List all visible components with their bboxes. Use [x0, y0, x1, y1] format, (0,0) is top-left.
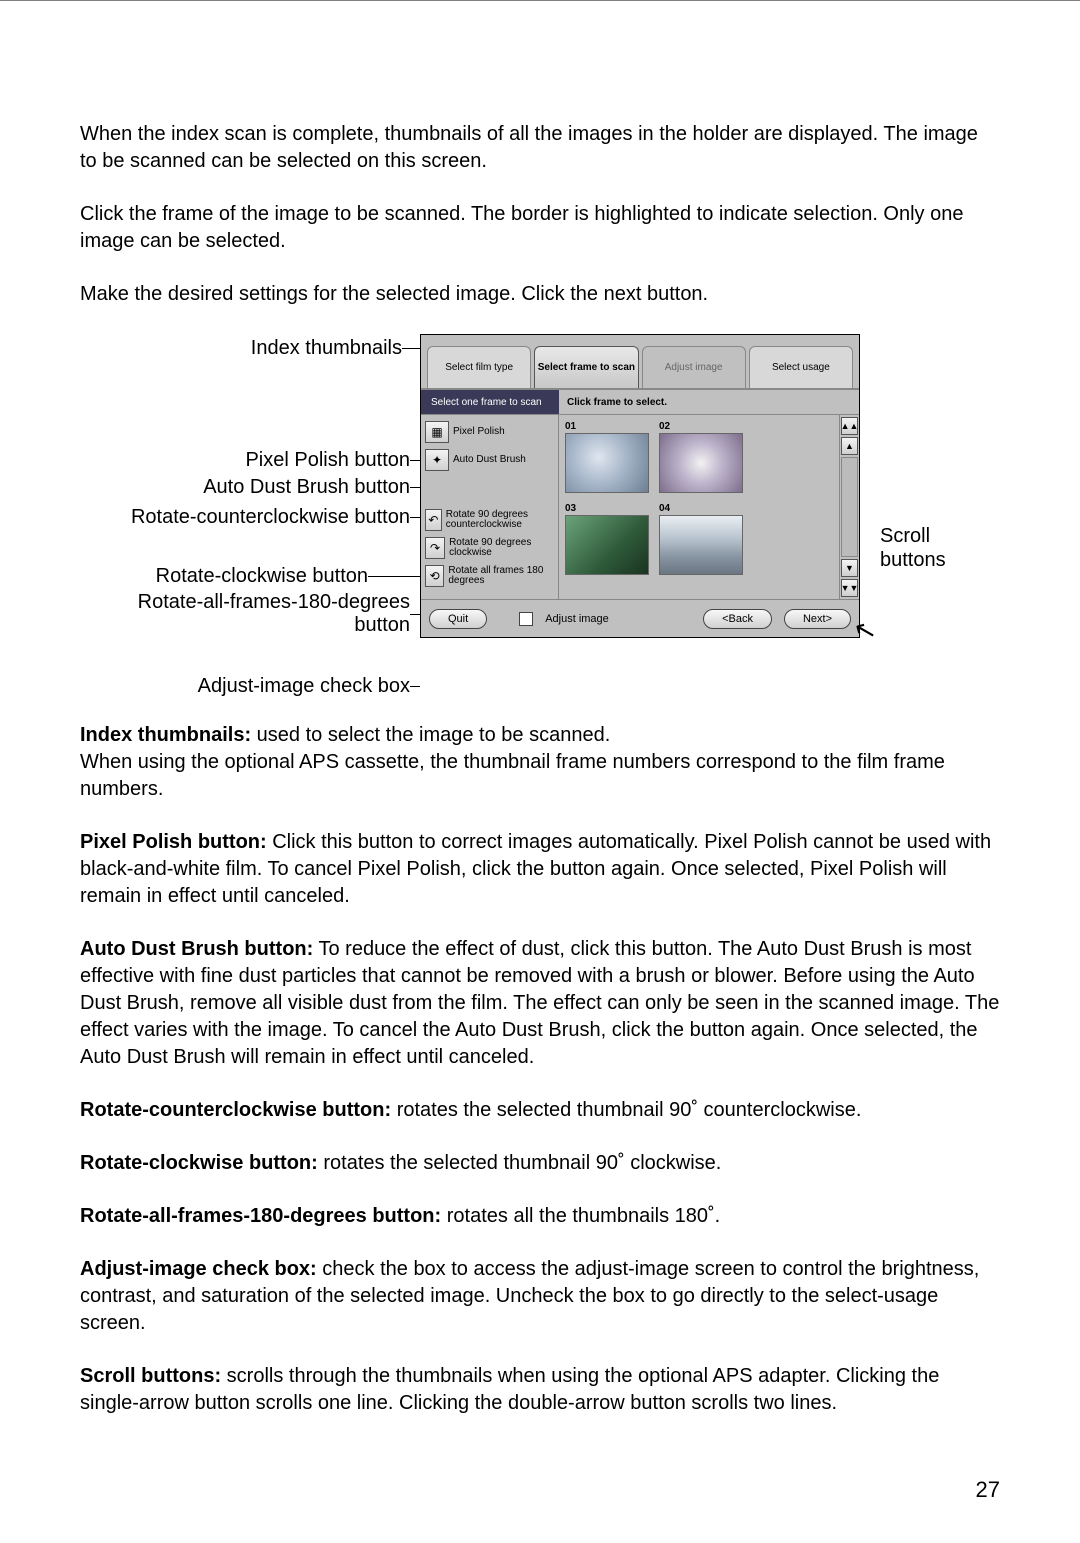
rotate-ccw-button[interactable]: ↶ Rotate 90 degrees counterclockwise: [425, 509, 554, 531]
thumb-number: 02: [659, 421, 743, 432]
rotate-180-icon: ⟲: [425, 565, 444, 587]
rotate-cw-label: Rotate 90 degrees clockwise: [449, 538, 554, 558]
left-tool-panel: ▦ Pixel Polish ✦ Auto Dust Brush ↶ Rotat…: [421, 415, 559, 599]
rotate-cw-icon: ↷: [425, 537, 445, 559]
back-button[interactable]: <Back: [703, 609, 772, 629]
intro-p2: Click the frame of the image to be scann…: [80, 201, 1000, 255]
label-adjust-checkbox: Adjust-image check box: [198, 675, 410, 698]
scroll-down-double-button[interactable]: ▼▼: [841, 579, 858, 597]
scroll-up-button[interactable]: ▲: [841, 437, 858, 455]
pixel-polish-icon: ▦: [425, 421, 449, 443]
def-index-thumbnails: Index thumbnails: used to select the ima…: [80, 722, 1000, 803]
thumbnail[interactable]: 03: [565, 503, 649, 575]
wizard-tabs: Select film type Select frame to scan Ad…: [421, 335, 859, 389]
def-adjust-image: Adjust-image check box: check the box to…: [80, 1256, 1000, 1337]
tab-adjust-image[interactable]: Adjust image: [642, 346, 746, 388]
thumb-number: 01: [565, 421, 649, 432]
dust-brush-icon: ✦: [425, 449, 449, 471]
thumb-number: 03: [565, 503, 649, 514]
rotate-180-label: Rotate all frames 180 degrees: [448, 566, 554, 586]
thumb-image: [659, 433, 743, 493]
scroll-track[interactable]: [841, 457, 858, 557]
pixel-polish-label: Pixel Polish: [453, 427, 505, 437]
label-pixel-polish: Pixel Polish button: [245, 449, 410, 472]
tab-select-usage[interactable]: Select usage: [749, 346, 853, 388]
rotate-ccw-label: Rotate 90 degrees counterclockwise: [446, 510, 554, 530]
manual-page: When the index scan is complete, thumbna…: [0, 0, 1080, 1543]
def-scroll-buttons: Scroll buttons: scrolls through the thum…: [80, 1363, 1000, 1417]
thumbnail[interactable]: 02: [659, 421, 743, 493]
def-rotate-cw: Rotate-clockwise button: rotates the sel…: [80, 1150, 1000, 1177]
auto-dust-brush-button[interactable]: ✦ Auto Dust Brush: [425, 449, 554, 471]
tab-select-frame[interactable]: Select frame to scan: [534, 346, 638, 388]
label-auto-dust: Auto Dust Brush button: [203, 476, 410, 499]
instruction-hint: Click frame to select.: [559, 390, 859, 414]
thumb-image: [659, 515, 743, 575]
label-rotate-180: Rotate-all-frames-180-degrees button: [80, 591, 410, 637]
instruction-step: Select one frame to scan: [421, 390, 559, 414]
adjust-image-label: Adjust image: [545, 613, 609, 625]
thumbnail-scrollbar: ▲▲ ▲ ▼ ▼▼: [839, 415, 859, 599]
label-rotate-cw: Rotate-clockwise button: [156, 565, 368, 588]
next-button[interactable]: Next>: [784, 609, 851, 629]
scanner-app-window: Select film type Select frame to scan Ad…: [420, 334, 860, 638]
thumb-image: [565, 515, 649, 575]
def-rotate-ccw: Rotate-counterclockwise button: rotates …: [80, 1097, 1000, 1124]
rotate-ccw-icon: ↶: [425, 509, 442, 531]
def-pixel-polish: Pixel Polish button: Click this button t…: [80, 829, 1000, 910]
label-index-thumbnails: Index thumbnails: [251, 337, 402, 360]
label-scroll-buttons: Scroll buttons: [860, 524, 980, 572]
def-rotate-180: Rotate-all-frames-180-degrees button: ro…: [80, 1203, 1000, 1230]
thumbnail-grid: 01 02 03 04: [559, 415, 839, 599]
page-number: 27: [80, 1477, 1000, 1503]
left-callout-labels: Index thumbnails Pixel Polish button Aut…: [80, 334, 420, 698]
scroll-up-double-button[interactable]: ▲▲: [841, 417, 858, 435]
thumb-image: [565, 433, 649, 493]
cursor-icon: ↖: [851, 613, 880, 649]
label-rotate-ccw: Rotate-counterclockwise button: [131, 506, 410, 529]
scroll-down-button[interactable]: ▼: [841, 559, 858, 577]
intro-p3: Make the desired settings for the select…: [80, 281, 1000, 308]
adjust-image-checkbox[interactable]: [519, 612, 533, 626]
quit-button[interactable]: Quit: [429, 609, 487, 629]
instruction-bar: Select one frame to scan Click frame to …: [421, 389, 859, 415]
app-footer: Quit Adjust image <Back Next>: [421, 599, 859, 637]
rotate-cw-button[interactable]: ↷ Rotate 90 degrees clockwise: [425, 537, 554, 559]
def-auto-dust: Auto Dust Brush button: To reduce the ef…: [80, 936, 1000, 1071]
tab-select-film-type[interactable]: Select film type: [427, 346, 531, 388]
auto-dust-label: Auto Dust Brush: [453, 455, 526, 465]
thumbnail[interactable]: 01: [565, 421, 649, 493]
thumb-number: 04: [659, 503, 743, 514]
intro-p1: When the index scan is complete, thumbna…: [80, 121, 1000, 175]
rotate-180-button[interactable]: ⟲ Rotate all frames 180 degrees: [425, 565, 554, 587]
thumbnail[interactable]: 04: [659, 503, 743, 575]
annotated-screenshot: Index thumbnails Pixel Polish button Aut…: [80, 334, 1000, 698]
pixel-polish-button[interactable]: ▦ Pixel Polish: [425, 421, 554, 443]
